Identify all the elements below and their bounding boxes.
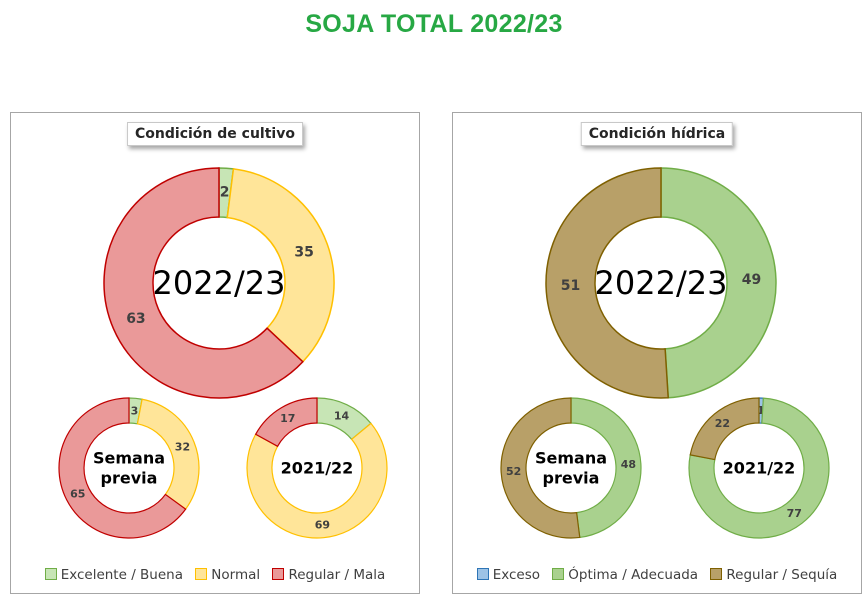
slice-value-label: 65	[70, 488, 85, 501]
donut-slice	[58, 397, 187, 539]
donut-slice	[226, 168, 335, 363]
donut-slice	[689, 397, 760, 461]
legend-swatch	[44, 568, 57, 580]
donut-slice	[246, 422, 388, 539]
slice-value-label: 51	[561, 278, 580, 294]
donut-slice	[545, 167, 670, 399]
legend-swatch	[476, 568, 489, 580]
slice-value-label: 3	[131, 404, 139, 417]
legend-swatch	[195, 568, 208, 580]
donut-slice	[103, 167, 304, 399]
water-condition-panel: -49512022/23-4852Semanaprevia177222021/2…	[452, 112, 862, 594]
donut-slice	[500, 397, 581, 539]
legend-item-excelente: Excelente / Buena	[44, 567, 183, 583]
slice-value-label: 17	[280, 412, 295, 425]
donut-slice	[660, 167, 777, 399]
page-title: SOJA TOTAL 2022/23	[305, 10, 563, 38]
water-condition-legend: Exceso Óptima / Adecuada Regular / Sequí…	[453, 567, 861, 583]
crop-condition-legend: Excelente / Buena Normal Regular / Mala	[11, 567, 419, 583]
water-condition-title: Condición hídrica	[580, 122, 734, 146]
slice-value-label: 32	[175, 440, 190, 453]
donut-center-label: 2022/23	[595, 264, 728, 302]
slice-value-label: 14	[334, 409, 350, 422]
slice-value-label: 77	[787, 507, 802, 520]
slice-value-label: 22	[715, 417, 730, 430]
legend-swatch	[552, 568, 565, 580]
crop-condition-panel: 2 35 63 2022/23 3 32 65 Semana previa 14 69 17 2021/…	[10, 112, 420, 594]
legend-swatch	[272, 568, 285, 580]
slice-value-label: 1	[757, 404, 765, 417]
donut-slice	[254, 397, 318, 448]
legend-item-exceso: Exceso	[476, 567, 540, 583]
donut-slice	[570, 397, 642, 539]
water-condition-donuts: -49512022/23-4852Semanaprevia177222021/2…	[500, 167, 830, 539]
donut-center-label: 2021/22	[281, 459, 354, 478]
slice-value-label: 48	[621, 458, 636, 471]
slice-value-label: 49	[742, 272, 761, 288]
donut-center-label: 2022/23	[153, 264, 286, 302]
slice-value-label: 2	[220, 185, 230, 201]
slice-value-label: 69	[315, 519, 330, 532]
donut-center-label: previa	[101, 469, 158, 488]
crop-condition-title: Condición de cultivo	[127, 122, 303, 146]
legend-item-regular-mala: Regular / Mala	[272, 567, 385, 583]
donut-center-label: 2021/22	[723, 459, 796, 478]
donut-center-label: Semana	[535, 449, 607, 468]
slice-value-label: 35	[294, 244, 313, 260]
legend-swatch	[710, 568, 723, 580]
slice-value-label: 63	[126, 311, 145, 327]
donut-center-label: Semana	[93, 449, 165, 468]
donut-slice	[688, 397, 830, 539]
legend-item-sequia: Regular / Sequía	[710, 567, 837, 583]
donut-center-label: previa	[543, 469, 600, 488]
legend-item-normal: Normal	[195, 567, 260, 583]
legend-item-optima: Óptima / Adecuada	[552, 567, 698, 583]
slice-value-label: 52	[506, 465, 521, 478]
